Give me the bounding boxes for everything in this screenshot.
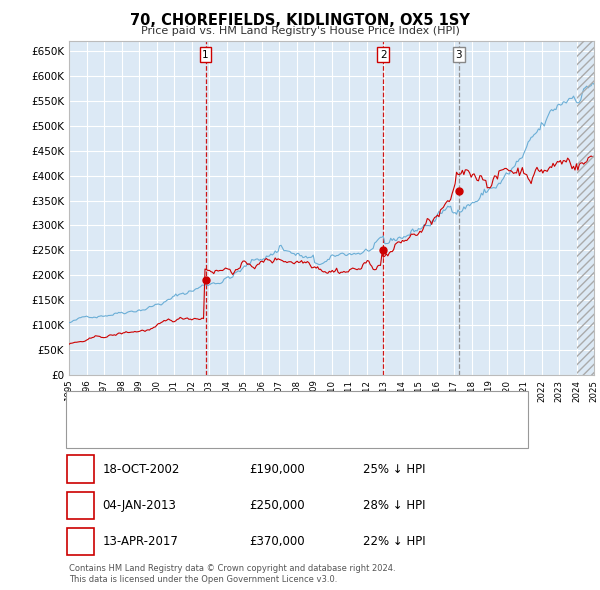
Bar [577,41,594,375]
Text: £190,000: £190,000 [249,463,305,476]
Text: 25% ↓ HPI: 25% ↓ HPI [363,463,425,476]
Text: 18-OCT-2002: 18-OCT-2002 [103,463,180,476]
Text: This data is licensed under the Open Government Licence v3.0.: This data is licensed under the Open Gov… [69,575,337,584]
Text: £370,000: £370,000 [249,535,305,548]
Text: 22% ↓ HPI: 22% ↓ HPI [363,535,425,548]
Text: ——: —— [76,426,101,439]
Text: Price paid vs. HM Land Registry's House Price Index (HPI): Price paid vs. HM Land Registry's House … [140,26,460,36]
Text: 2: 2 [380,50,386,60]
Text: ——: —— [76,402,101,415]
Text: 3: 3 [77,535,84,548]
Text: £250,000: £250,000 [249,499,305,512]
Text: 28% ↓ HPI: 28% ↓ HPI [363,499,425,512]
Text: 70, CHOREFIELDS, KIDLINGTON, OX5 1SY (detached house): 70, CHOREFIELDS, KIDLINGTON, OX5 1SY (de… [107,404,416,414]
Text: Contains HM Land Registry data © Crown copyright and database right 2024.: Contains HM Land Registry data © Crown c… [69,565,395,573]
Text: 04-JAN-2013: 04-JAN-2013 [103,499,176,512]
Text: HPI: Average price, detached house, Cherwell: HPI: Average price, detached house, Cher… [107,428,346,438]
Text: 13-APR-2017: 13-APR-2017 [103,535,178,548]
Text: 3: 3 [455,50,462,60]
Text: 1: 1 [202,50,209,60]
Text: 2: 2 [77,499,84,512]
Text: 1: 1 [77,463,84,476]
Text: 70, CHOREFIELDS, KIDLINGTON, OX5 1SY: 70, CHOREFIELDS, KIDLINGTON, OX5 1SY [130,13,470,28]
